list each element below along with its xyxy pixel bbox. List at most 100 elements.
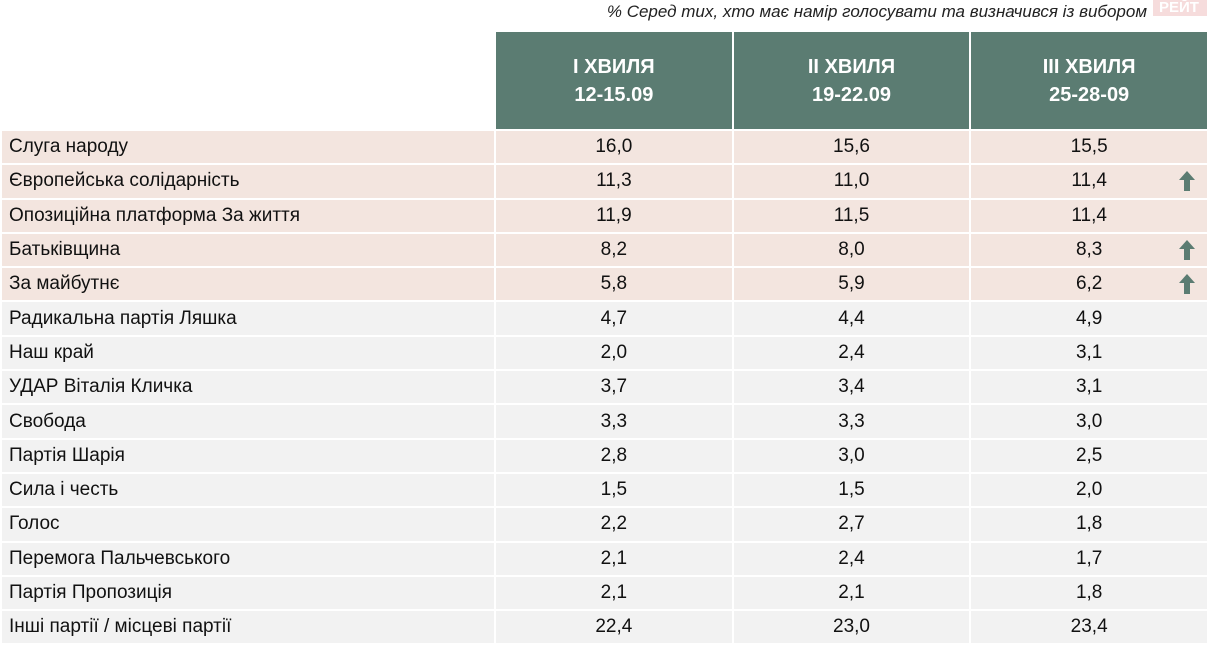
table-row: Свобода 3,3 3,3 3,0 [0, 403, 1207, 439]
table-row: Партія Пропозиція 2,1 2,1 1,8 [0, 574, 1207, 611]
table-row: Перемога Пальчевського 2,1 2,4 1,7 [0, 540, 1207, 576]
wave-label: ІІІ ХВИЛЯ [1042, 55, 1136, 78]
party-name: Голос [0, 506, 496, 542]
value-text: 8,0 [838, 239, 865, 261]
value-text: 3,3 [600, 410, 628, 432]
wave-label: І ХВИЛЯ [573, 55, 655, 78]
wave-3-value: 11,4 [969, 197, 1207, 233]
wave-1-value: 16,0 [494, 128, 733, 165]
value-text: 4,9 [1075, 307, 1103, 329]
wave-3-value: 15,5 [969, 128, 1207, 165]
value-text: 2,1 [600, 547, 628, 569]
value-text: 15,5 [1070, 136, 1108, 158]
value-text: 5,8 [600, 273, 628, 295]
table-row: Інші партії / місцеві партії 22,4 23,0 23,4 [0, 609, 1207, 644]
party-name: Партія Пропозиція [0, 574, 496, 611]
value-text: 1,5 [600, 479, 628, 501]
wave-1-value: 8,2 [494, 231, 733, 268]
wave-2-value: 3,0 [731, 437, 971, 473]
wave-dates: 19-22.09 [812, 83, 891, 106]
poll-table: І ХВИЛЯ 12-15.09 ІІ ХВИЛЯ 19-22.09 ІІІ ХВИ… [0, 32, 1207, 644]
wave-3-value: 3,0 [969, 403, 1207, 439]
value-text: 11,5 [833, 204, 870, 226]
value-text: 11,4 [1071, 204, 1107, 226]
value-text: 2,1 [838, 582, 865, 603]
value-text: 3,4 [838, 376, 865, 398]
value-text: 4,7 [600, 307, 628, 329]
wave-1-value: 3,7 [494, 369, 733, 405]
value-text: 2,4 [838, 547, 865, 569]
table-row: Батьківщина 8,2 8,0 8,3 [0, 231, 1207, 268]
column-header-wave-2: ІІ ХВИЛЯ 19-22.09 [731, 32, 971, 130]
value-text: 16,0 [595, 136, 633, 158]
value-text: 8,3 [1075, 239, 1103, 261]
value-text: 11,0 [833, 170, 870, 192]
value-text: 3,1 [1075, 341, 1103, 363]
party-name: Наш край [0, 334, 496, 371]
table-subtitle: % Серед тих, хто має намір голосувати та… [606, 2, 1147, 21]
party-name: Партія Шарія [0, 437, 496, 473]
value-text: 4,4 [838, 307, 865, 329]
wave-1-value: 2,8 [494, 437, 733, 473]
wave-2-value: 4,4 [731, 300, 971, 336]
value-text: 2,1 [600, 582, 628, 603]
table-row: За майбутнє 5,8 5,9 6,2 [0, 266, 1207, 302]
wave-2-value: 15,6 [731, 128, 971, 165]
party-name: Перемога Пальчевського [0, 540, 496, 576]
value-text: 11,4 [1071, 170, 1107, 192]
wave-3-value: 23,4 [969, 609, 1207, 644]
wave-1-value: 11,9 [494, 197, 733, 233]
value-text: 2,7 [838, 513, 865, 535]
table-row: Голос 2,2 2,7 1,8 [0, 506, 1207, 542]
party-name: Радикальна партія Ляшка [0, 300, 496, 336]
wave-2-value: 8,0 [731, 231, 971, 268]
value-text: 2,2 [600, 513, 628, 535]
arrow-up-icon [1179, 274, 1195, 295]
value-text: 2,4 [838, 341, 865, 363]
wave-2-value: 2,1 [731, 574, 971, 611]
wave-1-value: 3,3 [494, 403, 733, 439]
value-text: 2,8 [600, 444, 628, 466]
wave-2-value: 11,5 [731, 197, 971, 233]
value-text: 1,5 [838, 479, 865, 501]
value-text: 3,1 [1075, 376, 1103, 398]
value-text: 8,2 [600, 239, 628, 261]
wave-2-value: 1,5 [731, 471, 971, 508]
value-text: 3,0 [1075, 410, 1103, 432]
table-row: Сила і честь 1,5 1,5 2,0 [0, 471, 1207, 508]
party-name: УДАР Віталія Кличка [0, 369, 496, 405]
wave-label: ІІ ХВИЛЯ [807, 55, 896, 78]
wave-3-value: 1,8 [969, 506, 1207, 542]
value-text: 11,9 [596, 204, 632, 226]
value-text: 23,4 [1070, 616, 1108, 638]
arrow-up-icon [1179, 239, 1195, 260]
wave-dates: 25-28-09 [1049, 83, 1130, 106]
table-row: Радикальна партія Ляшка 4,7 4,4 4,9 [0, 300, 1207, 336]
wave-1-value: 2,1 [494, 574, 733, 611]
column-header-wave-3: ІІІ ХВИЛЯ 25-28-09 [969, 32, 1207, 130]
value-text: 11,3 [596, 170, 632, 192]
party-name: Європейська солідарність [0, 163, 496, 199]
header-blank [1, 32, 496, 130]
value-text: 3,0 [838, 444, 865, 466]
table-row: Опозиційна платформа За життя 11,9 11,5 11,… [0, 197, 1207, 233]
value-text: 15,6 [833, 136, 870, 158]
wave-3-value: 1,8 [969, 574, 1207, 611]
table-row: Європейська солідарність 11,3 11,0 11,4 [0, 163, 1207, 199]
logo: РЕЙТ [1153, 0, 1207, 16]
party-name: За майбутнє [0, 266, 496, 302]
value-text: 2,0 [600, 341, 628, 363]
column-header-wave-1: І ХВИЛЯ 12-15.09 [494, 32, 733, 130]
value-text: 2,5 [1075, 444, 1103, 466]
value-text: 1,8 [1075, 582, 1103, 603]
wave-2-value: 5,9 [731, 266, 971, 302]
wave-3-value: 8,3 [969, 231, 1207, 268]
value-text: 6,2 [1075, 273, 1103, 295]
wave-3-value: 3,1 [969, 334, 1207, 371]
wave-2-value: 23,0 [731, 609, 971, 644]
value-text: 3,3 [838, 410, 865, 432]
wave-1-value: 2,2 [494, 506, 733, 542]
party-name: Слуга народу [0, 128, 496, 165]
wave-2-value: 3,3 [731, 403, 971, 439]
wave-3-value: 3,1 [969, 369, 1207, 405]
